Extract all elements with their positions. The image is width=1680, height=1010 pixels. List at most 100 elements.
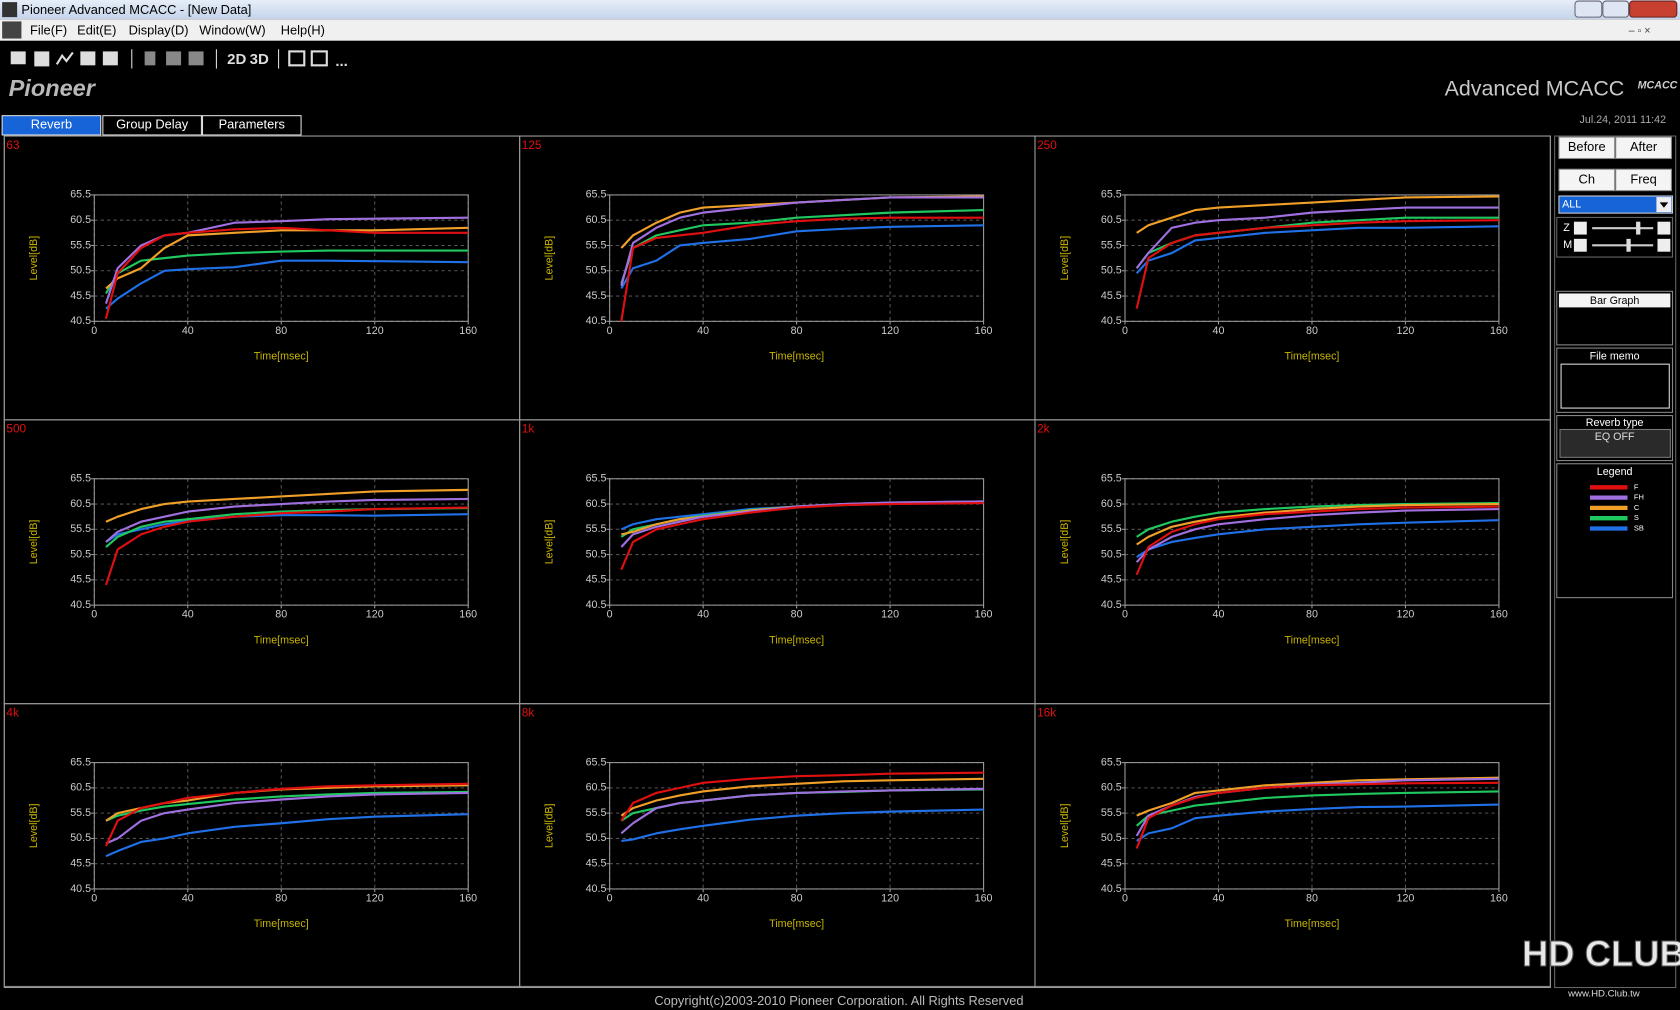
cut-icon[interactable]	[144, 51, 156, 66]
x-axis-label: Time[msec]	[1285, 634, 1340, 646]
series-line	[105, 259, 469, 310]
bar-graph-button[interactable]	[1558, 293, 1671, 308]
series-line	[105, 784, 469, 822]
series-line	[1135, 508, 1499, 563]
menu-item[interactable]: Edit(E)	[77, 22, 116, 37]
menu-item[interactable]: Help(H)	[281, 22, 325, 37]
save-icon[interactable]	[34, 51, 50, 67]
legend-label: SB	[1634, 523, 1644, 532]
bar-graph-label[interactable]: Bar Graph	[1590, 295, 1639, 307]
window-title: Pioneer Advanced MCACC - [New Data]	[21, 2, 251, 17]
series-line	[104, 506, 469, 586]
tab[interactable]	[1, 115, 102, 136]
z-right[interactable]	[1657, 221, 1671, 235]
plot-frame	[93, 194, 469, 322]
series-line	[621, 808, 984, 843]
x-tick-label: 0	[607, 892, 613, 904]
legend-label: C	[1634, 503, 1640, 512]
m-left[interactable]	[1573, 238, 1587, 252]
menu-item[interactable]: Display(D)	[129, 22, 189, 37]
graph-icon[interactable]	[55, 51, 74, 65]
legend-title: Legend	[1597, 466, 1633, 478]
minimize-button[interactable]	[1574, 0, 1603, 18]
more-icon[interactable]: ...	[335, 53, 348, 70]
channel-value[interactable]: ALL	[1562, 198, 1581, 210]
tile-icon[interactable]	[310, 50, 328, 67]
open-icon[interactable]	[10, 51, 26, 65]
window-icon[interactable]	[288, 50, 306, 67]
series-line	[104, 226, 469, 320]
doc-controls[interactable]: – ▫ ×	[1629, 25, 1651, 37]
chart-panel: 250 40.5 45.5 50.5 55.5 60.5 65.5 0 40 80 120 160 Le…	[1034, 135, 1551, 421]
y-tick-label: 65.5	[1101, 473, 1122, 485]
z-left[interactable]	[1573, 221, 1587, 235]
m-thumb[interactable]	[1626, 238, 1631, 252]
preview-icon[interactable]	[102, 51, 118, 66]
before-button[interactable]	[1558, 136, 1616, 160]
tab-label[interactable]: Reverb	[31, 117, 72, 132]
y-tick-label: 45.5	[586, 858, 607, 870]
menu-item[interactable]: Window(W)	[199, 22, 265, 37]
menu: File(F) Edit(E) Display(D) Window(W) Help(H)	[30, 22, 325, 37]
channel-select[interactable]	[1558, 195, 1674, 214]
plot-frame	[93, 762, 469, 890]
tab-label[interactable]: Group Delay	[116, 117, 189, 132]
legend-label: FH	[1634, 493, 1644, 502]
watermark-url: www.HD.Club.tw	[1567, 988, 1640, 999]
file-memo-field[interactable]	[1560, 363, 1670, 409]
tab[interactable]	[201, 115, 302, 136]
freq-label[interactable]: Freq	[1630, 171, 1656, 186]
y-tick-label: 60.5	[586, 214, 607, 226]
after-button[interactable]	[1615, 136, 1672, 160]
y-tick-label: 55.5	[70, 807, 91, 819]
app-icon	[2, 2, 18, 18]
chart-panel: 125 40.5 45.5 50.5 55.5 60.5 65.5 0 40 80 120 160 Le…	[519, 135, 1036, 421]
maximize-button[interactable]	[1602, 0, 1630, 18]
reverb-type-field	[1559, 428, 1671, 458]
tab[interactable]	[102, 115, 202, 136]
series-line	[105, 782, 469, 847]
reverb-type-value: EQ OFF	[1595, 431, 1635, 443]
series-line	[620, 224, 984, 289]
tab-label[interactable]: Parameters	[219, 117, 285, 132]
reverb-type-label: Reverb type	[1586, 417, 1644, 429]
paste-icon[interactable]	[188, 51, 204, 66]
plot-frame	[1124, 194, 1500, 322]
x-tick-label: 80	[275, 325, 287, 337]
x-tick-label: 120	[881, 325, 899, 337]
y-tick-label: 60.5	[1101, 498, 1122, 510]
sidebar: Before After Ch Freq ALL Z M Bar Graph F…	[1554, 135, 1677, 989]
x-tick-label: 160	[975, 609, 993, 621]
series-line	[105, 226, 469, 290]
y-tick-label: 65.5	[1101, 189, 1122, 201]
tabs: Reverb Group Delay Parameters	[1, 115, 302, 136]
series-line	[620, 196, 984, 287]
after-label[interactable]: After	[1630, 139, 1658, 154]
close-button[interactable]	[1629, 0, 1678, 18]
x-axis-label: Time[msec]	[1285, 918, 1340, 930]
print-icon[interactable]	[80, 51, 96, 66]
x-tick-label: 40	[697, 609, 709, 621]
view-toggle[interactable]: 2D	[227, 51, 246, 68]
copy-icon[interactable]	[166, 51, 182, 66]
before-label[interactable]: Before	[1568, 139, 1606, 154]
ch-button[interactable]	[1558, 168, 1616, 192]
y-tick-label: 65.5	[70, 189, 91, 201]
freq-button[interactable]	[1615, 168, 1672, 192]
x-axis-label: Time[msec]	[254, 350, 309, 362]
z-thumb[interactable]	[1636, 221, 1641, 235]
x-tick-label: 40	[182, 892, 194, 904]
x-axis-label: Time[msec]	[769, 918, 824, 930]
view-toggle[interactable]: 3D	[250, 51, 269, 68]
m-right[interactable]	[1657, 238, 1671, 252]
arrow-glyph	[1659, 202, 1669, 208]
file-memo-label: File memo	[1590, 350, 1640, 362]
file-memo-box	[1556, 347, 1674, 413]
chart-panel: 8k 40.5 45.5 50.5 55.5 60.5 65.5 0 40 80 120 160 Lev…	[519, 703, 1036, 989]
x-tick-label: 80	[275, 892, 287, 904]
product-name: Advanced MCACC	[1445, 77, 1625, 101]
menu-item[interactable]: File(F)	[30, 22, 67, 37]
ch-label[interactable]: Ch	[1579, 171, 1595, 186]
x-tick-label: 160	[975, 325, 993, 337]
